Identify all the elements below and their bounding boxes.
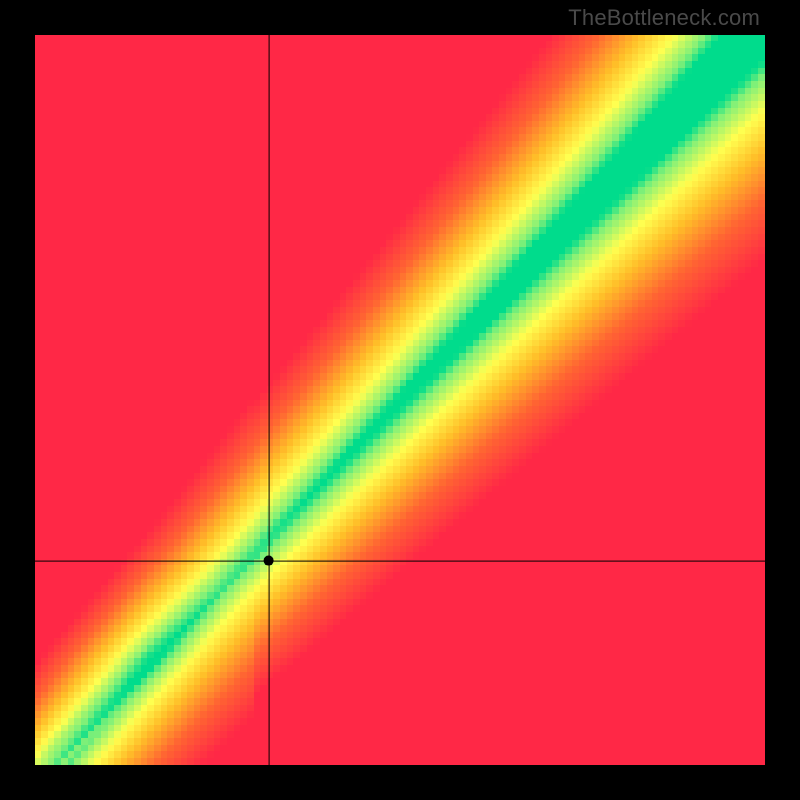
watermark-text: TheBottleneck.com <box>568 5 760 31</box>
chart-container: TheBottleneck.com <box>0 0 800 800</box>
bottleneck-heatmap <box>35 35 765 765</box>
